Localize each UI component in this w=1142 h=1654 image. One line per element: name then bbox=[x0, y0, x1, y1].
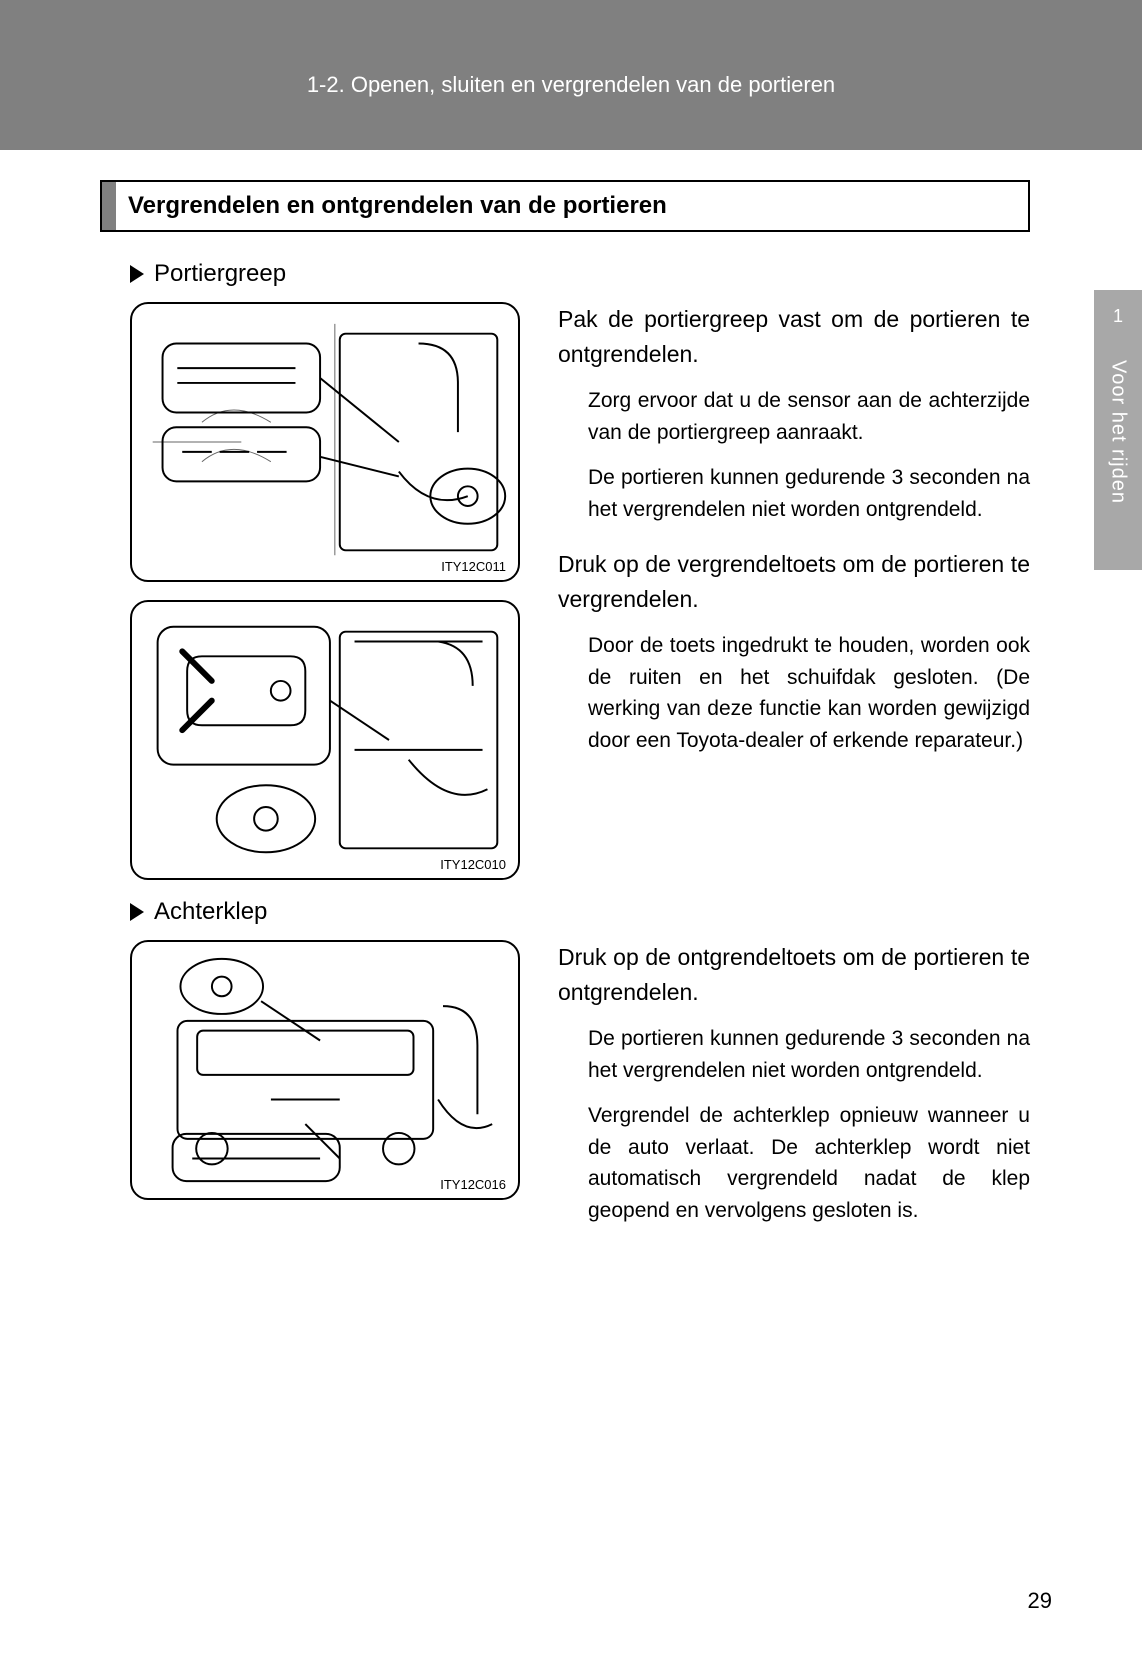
figure-2: ITY12C010 bbox=[130, 600, 520, 880]
text-column-1: Pak de portiergreep vast om de portieren… bbox=[530, 302, 1030, 880]
section-title: Vergrendelen en ontgrendelen van de port… bbox=[116, 182, 667, 230]
subhead-portiergreep: Portiergreep bbox=[130, 260, 1030, 288]
figure-1: ITY12C011 bbox=[130, 302, 520, 582]
figure-code: ITY12C010 bbox=[440, 857, 506, 872]
subhead-label: Portiergreep bbox=[154, 260, 286, 288]
subhead-achterklep: Achterklep bbox=[130, 898, 1030, 926]
side-tab: 1 Voor het rijden bbox=[1094, 290, 1142, 570]
paragraph: Druk op de vergrendeltoets om de portier… bbox=[558, 547, 1030, 616]
paragraph-sub: De portieren kunnen gedurende 3 seconden… bbox=[558, 462, 1030, 525]
paragraph-sub: De portieren kunnen gedurende 3 seconden… bbox=[558, 1023, 1030, 1086]
paragraph-sub: Vergrendel de achterklep opnieuw wanneer… bbox=[558, 1100, 1030, 1226]
row-2: ITY12C016 Druk op de ontgrendeltoets om … bbox=[130, 940, 1030, 1240]
triangle-icon bbox=[130, 903, 144, 921]
chapter-number: 1 bbox=[1094, 306, 1142, 327]
title-accent-bar bbox=[102, 182, 116, 230]
main-content: Vergrendelen en ontgrendelen van de port… bbox=[100, 180, 1030, 1258]
illustration-handle-sensor bbox=[142, 314, 508, 570]
paragraph-sub: Zorg ervoor dat u de sensor aan de achte… bbox=[558, 385, 1030, 448]
page-number: 29 bbox=[1028, 1588, 1052, 1614]
triangle-icon bbox=[130, 265, 144, 283]
paragraph: Druk op de ontgrendeltoets om de portier… bbox=[558, 940, 1030, 1009]
breadcrumb: 1-2. Openen, sluiten en vergrendelen van… bbox=[307, 72, 835, 98]
figure-column-2: ITY12C016 bbox=[130, 940, 530, 1240]
figure-code: ITY12C011 bbox=[441, 559, 506, 574]
text-column-2: Druk op de ontgrendeltoets om de portier… bbox=[530, 940, 1030, 1240]
subhead-label: Achterklep bbox=[154, 898, 267, 926]
figure-column-1: ITY12C011 bbox=[130, 302, 530, 880]
illustration-lock-button bbox=[142, 612, 508, 868]
paragraph-sub: Door de toets ingedrukt te houden, worde… bbox=[558, 630, 1030, 756]
figure-3: ITY12C016 bbox=[130, 940, 520, 1200]
illustration-tailgate bbox=[142, 952, 508, 1188]
chapter-label: Voor het rijden bbox=[1107, 360, 1130, 504]
section-title-box: Vergrendelen en ontgrendelen van de port… bbox=[100, 180, 1030, 232]
header-band: 1-2. Openen, sluiten en vergrendelen van… bbox=[0, 0, 1142, 150]
row-1: ITY12C011 bbox=[130, 302, 1030, 880]
paragraph: Pak de portiergreep vast om de portieren… bbox=[558, 302, 1030, 371]
figure-code: ITY12C016 bbox=[440, 1177, 506, 1192]
